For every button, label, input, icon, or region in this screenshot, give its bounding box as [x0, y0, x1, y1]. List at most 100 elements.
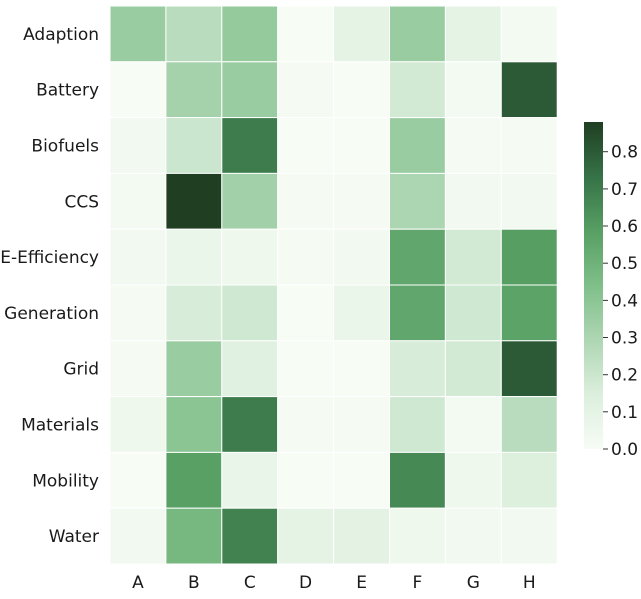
- heatmap-cell-water-e: [333, 507, 391, 565]
- heatmap-cell-water-b: [165, 507, 223, 565]
- row-label: Materials: [21, 416, 99, 436]
- heatmap-cell-e-efficiency-e: [333, 228, 391, 286]
- heatmap-cell-biofuels-e: [333, 117, 391, 174]
- heatmap-cell-e-efficiency-f: [389, 228, 446, 286]
- heatmap-cell-generation-b: [165, 284, 223, 342]
- row-label: E-Efficiency: [0, 248, 99, 268]
- heatmap-cell-grid-h: [500, 340, 558, 398]
- heatmap-cell-materials-c: [221, 396, 279, 453]
- heatmap-cell-grid-f: [389, 340, 446, 398]
- colorbar-tick-label: 0.5: [611, 254, 638, 274]
- heatmap-cell-battery-a: [109, 61, 167, 119]
- row-label: CCS: [64, 192, 99, 212]
- heatmap-cell-adaption-a: [109, 5, 167, 63]
- column-label: H: [523, 573, 536, 593]
- heatmap-cell-battery-b: [165, 61, 223, 119]
- colorbar-tick-label: 0.8: [611, 143, 638, 163]
- column-labels: A B C D E F G H: [132, 573, 536, 593]
- heatmap-cell-grid-d: [277, 340, 335, 398]
- colorbar: 0.0 0.1 0.2 0.3 0.4 0.5 0.6 0.7 0.8: [584, 122, 638, 460]
- heatmap-cell-adaption-f: [389, 5, 446, 63]
- heatmap-cell-ccs-f: [389, 172, 446, 230]
- heatmap-cell-materials-h: [500, 396, 558, 453]
- heatmap-cell-ccs-a: [109, 172, 167, 230]
- heatmap-cell-e-efficiency-a: [109, 228, 167, 286]
- heatmap-cell-battery-e: [333, 61, 391, 119]
- heatmap-cell-battery-f: [389, 61, 446, 119]
- heatmap-cell-generation-h: [500, 284, 558, 342]
- colorbar-tick-label: 0.1: [611, 403, 638, 423]
- heatmap-cell-battery-d: [277, 61, 335, 119]
- column-label: A: [132, 573, 144, 593]
- heatmap-cell-battery-c: [221, 61, 279, 119]
- heatmap-cell-biofuels-a: [109, 117, 167, 174]
- colorbar-gradient: [584, 122, 603, 449]
- column-label: G: [467, 573, 480, 593]
- heatmap-cell-materials-f: [389, 396, 446, 453]
- heatmap-cell-water-g: [444, 507, 502, 565]
- column-label: B: [188, 573, 200, 593]
- row-label: Mobility: [32, 471, 99, 491]
- heatmap-cell-mobility-a: [109, 451, 167, 509]
- heatmap-cell-ccs-d: [277, 172, 335, 230]
- column-label: C: [244, 573, 256, 593]
- heatmap-cell-ccs-e: [333, 172, 391, 230]
- heatmap-cell-e-efficiency-c: [221, 228, 279, 286]
- heatmap-cell-e-efficiency-g: [444, 228, 502, 286]
- heatmap-cell-water-d: [277, 507, 335, 565]
- heatmap-cell-adaption-h: [500, 5, 558, 63]
- heatmap-cell-biofuels-b: [165, 117, 223, 174]
- colorbar-tick-label: 0.2: [611, 366, 638, 386]
- heatmap-cell-generation-a: [109, 284, 167, 342]
- heatmap-cell-mobility-g: [444, 451, 502, 509]
- heatmap-cell-materials-b: [165, 396, 223, 453]
- heatmap-cell-ccs-c: [221, 172, 279, 230]
- heatmap-cell-battery-h: [500, 61, 558, 119]
- heatmap-cell-adaption-b: [165, 5, 223, 63]
- colorbar-tick-label: 0.0: [611, 440, 638, 460]
- heatmap-cell-grid-b: [165, 340, 223, 398]
- heatmap-cell-water-a: [109, 507, 167, 565]
- heatmap-cell-grid-a: [109, 340, 167, 398]
- heatmap-cell-battery-g: [444, 61, 502, 119]
- column-label: E: [356, 573, 367, 593]
- heatmap-cell-grid-g: [444, 340, 502, 398]
- heatmap-cell-generation-g: [444, 284, 502, 342]
- heatmap-cell-e-efficiency-d: [277, 228, 335, 286]
- heatmap-cell-mobility-f: [389, 451, 446, 509]
- heatmap-cell-biofuels-d: [277, 117, 335, 174]
- column-label: D: [299, 573, 312, 593]
- heatmap-cell-biofuels-g: [444, 117, 502, 174]
- colorbar-tick-label: 0.4: [611, 291, 638, 311]
- heatmap-cells: [109, 5, 558, 565]
- heatmap-cell-adaption-d: [277, 5, 335, 63]
- heatmap-cell-water-c: [221, 507, 279, 565]
- row-label: Grid: [63, 360, 99, 380]
- heatmap-cell-generation-e: [333, 284, 391, 342]
- heatmap-cell-mobility-d: [277, 451, 335, 509]
- heatmap-cell-water-f: [389, 507, 446, 565]
- heatmap-cell-mobility-c: [221, 451, 279, 509]
- colorbar-tick-label: 0.6: [611, 217, 638, 237]
- colorbar-tick-label: 0.7: [611, 180, 638, 200]
- row-label: Adaption: [23, 25, 99, 45]
- heatmap-cell-adaption-g: [444, 5, 502, 63]
- heatmap-cell-ccs-g: [444, 172, 502, 230]
- heatmap-cell-generation-d: [277, 284, 335, 342]
- heatmap-cell-grid-c: [221, 340, 279, 398]
- row-label: Water: [49, 527, 99, 547]
- heatmap-cell-materials-g: [444, 396, 502, 453]
- heatmap-cell-e-efficiency-h: [500, 228, 558, 286]
- colorbar-tick-label: 0.3: [611, 329, 638, 349]
- heatmap-cell-water-h: [500, 507, 558, 565]
- heatmap-cell-biofuels-h: [500, 117, 558, 174]
- heatmap-cell-mobility-b: [165, 451, 223, 509]
- column-label: F: [413, 573, 423, 593]
- row-label: Battery: [36, 81, 99, 101]
- heatmap-cell-materials-a: [109, 396, 167, 453]
- heatmap-cell-ccs-b: [165, 172, 223, 230]
- heatmap-cell-adaption-c: [221, 5, 279, 63]
- heatmap-cell-generation-c: [221, 284, 279, 342]
- heatmap-cell-materials-d: [277, 396, 335, 453]
